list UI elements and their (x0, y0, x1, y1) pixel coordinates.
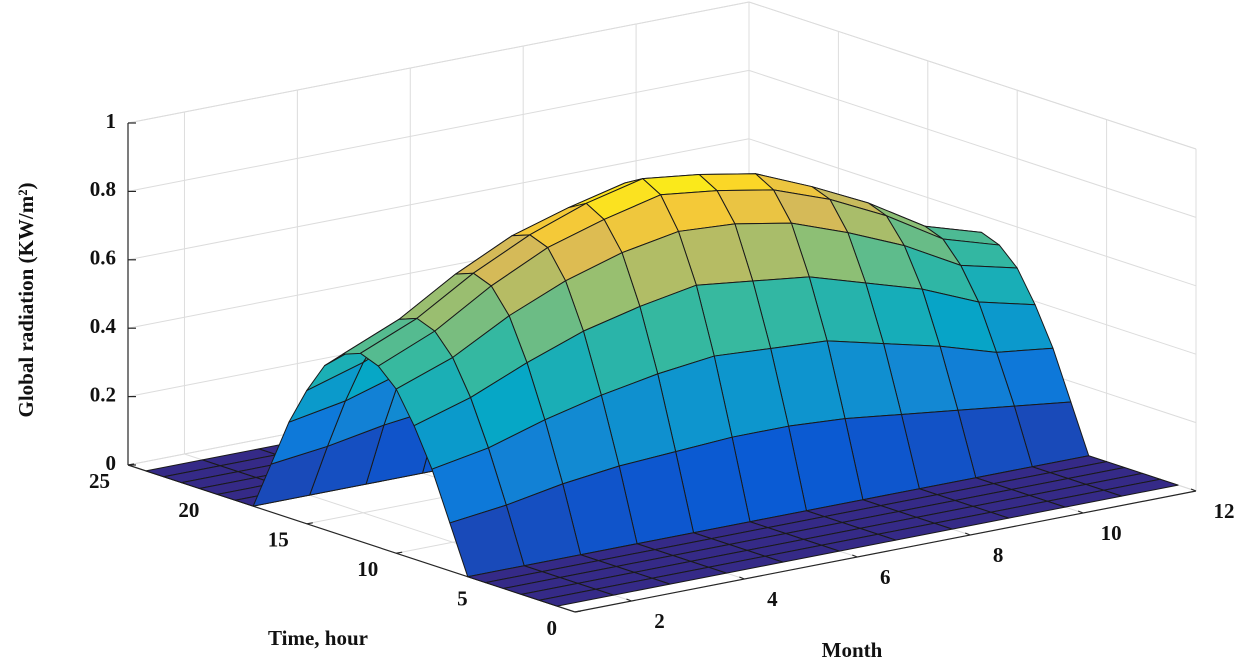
grid-line (127, 138, 750, 261)
box-edge (127, 1, 750, 124)
z-tick-label: 0.4 (90, 314, 117, 338)
x-tick-label: 2 (654, 609, 665, 633)
y-tick-label: 20 (178, 498, 199, 522)
grid-line (127, 69, 750, 192)
z-tick-label: 0.6 (90, 246, 116, 270)
z-tick-label: 0.8 (90, 177, 116, 201)
x-tick-label: 8 (993, 543, 1004, 567)
y-tick-label: 25 (89, 469, 110, 493)
x-tick-label: 4 (767, 587, 778, 611)
z-tick-label: 0.2 (90, 382, 116, 406)
box-edge (748, 1, 1197, 150)
z-tick-label: 0 (106, 451, 117, 475)
x-tick-label: 6 (880, 565, 891, 589)
y-tick-label: 5 (457, 586, 468, 610)
surface-patch (538, 588, 615, 607)
x-tick-label: 10 (1101, 521, 1122, 545)
grid-line (748, 69, 1197, 218)
z-tick-label: 1 (106, 109, 117, 133)
grid-line (748, 138, 1197, 287)
y-tick-label: 10 (357, 557, 378, 581)
x-axis-label: Month (822, 638, 883, 662)
x-axis (574, 490, 1197, 613)
x-tick-label: 12 (1214, 499, 1235, 523)
y-axis-label: Time, hour (268, 626, 368, 650)
y-tick-label: 0 (547, 616, 558, 640)
surface (145, 173, 1179, 607)
y-tick-label: 15 (268, 528, 289, 552)
z-axis-label: Global radiation (KW/m²) (14, 183, 38, 418)
